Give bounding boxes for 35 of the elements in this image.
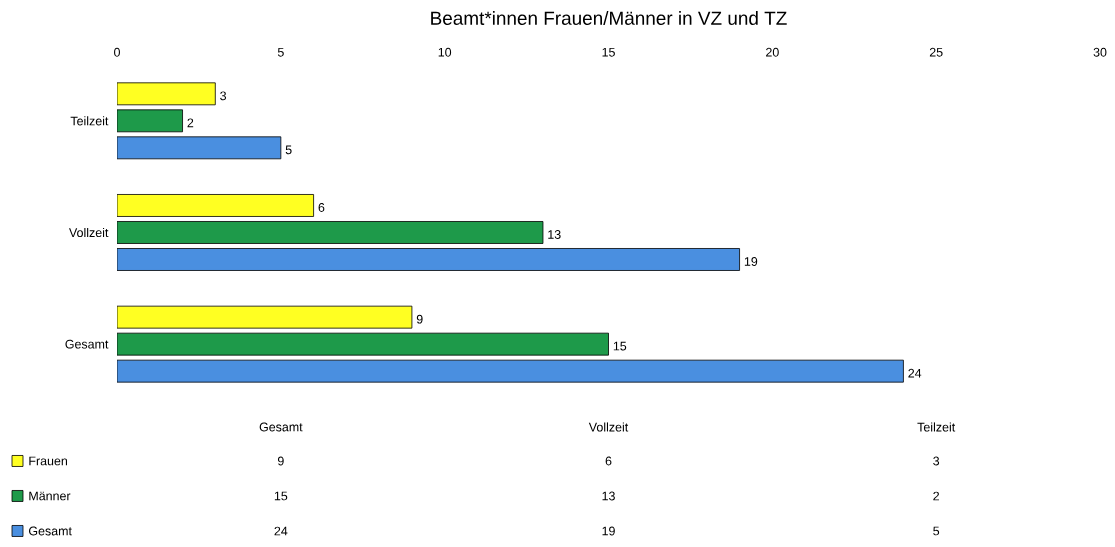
legend-label: Frauen [29, 456, 67, 466]
text: 5 [933, 526, 940, 536]
y-tick-label: Gesamt [65, 339, 109, 349]
x-tick-label: 5 [277, 47, 284, 57]
category-label: Gesamt [259, 422, 303, 432]
category-label: Teilzeit [917, 422, 956, 432]
data-label: 9 [416, 314, 423, 324]
data-label: 15 [613, 341, 627, 351]
x-tick-label: 25 [929, 47, 943, 57]
category-label: Vollzeit [588, 422, 629, 432]
data-label: 19 [744, 257, 758, 266]
text: 3 [933, 456, 940, 466]
x-tick-label: 20 [766, 47, 779, 57]
x-tick-label: 0 [114, 47, 120, 57]
data-label: 13 [548, 230, 561, 239]
data-label: 5 [285, 145, 292, 155]
data-label: 3 [220, 91, 227, 101]
x-tick-label: 10 [438, 47, 452, 57]
data-label: 2 [187, 118, 194, 128]
text: 6 [605, 456, 612, 466]
text: 24 [274, 526, 288, 536]
y-tick-label: Vollzeit [69, 227, 109, 238]
legend-label: Männer [29, 491, 71, 501]
text: 13 [602, 491, 615, 501]
x-tick-label: 30 [1093, 47, 1107, 57]
text: 15 [274, 491, 288, 501]
text: 2 [933, 491, 939, 501]
text: 9 [277, 456, 284, 466]
y-tick-label: Teilzeit [70, 116, 109, 126]
data-label: 6 [318, 203, 325, 212]
legend-label: Gesamt [28, 526, 72, 536]
data-label: 24 [908, 368, 922, 378]
text: 19 [602, 526, 615, 536]
chart-title: Beamt*innen Frauen/Männer in VZ und TZ [431, 11, 787, 25]
x-tick-label: 15 [602, 47, 615, 57]
